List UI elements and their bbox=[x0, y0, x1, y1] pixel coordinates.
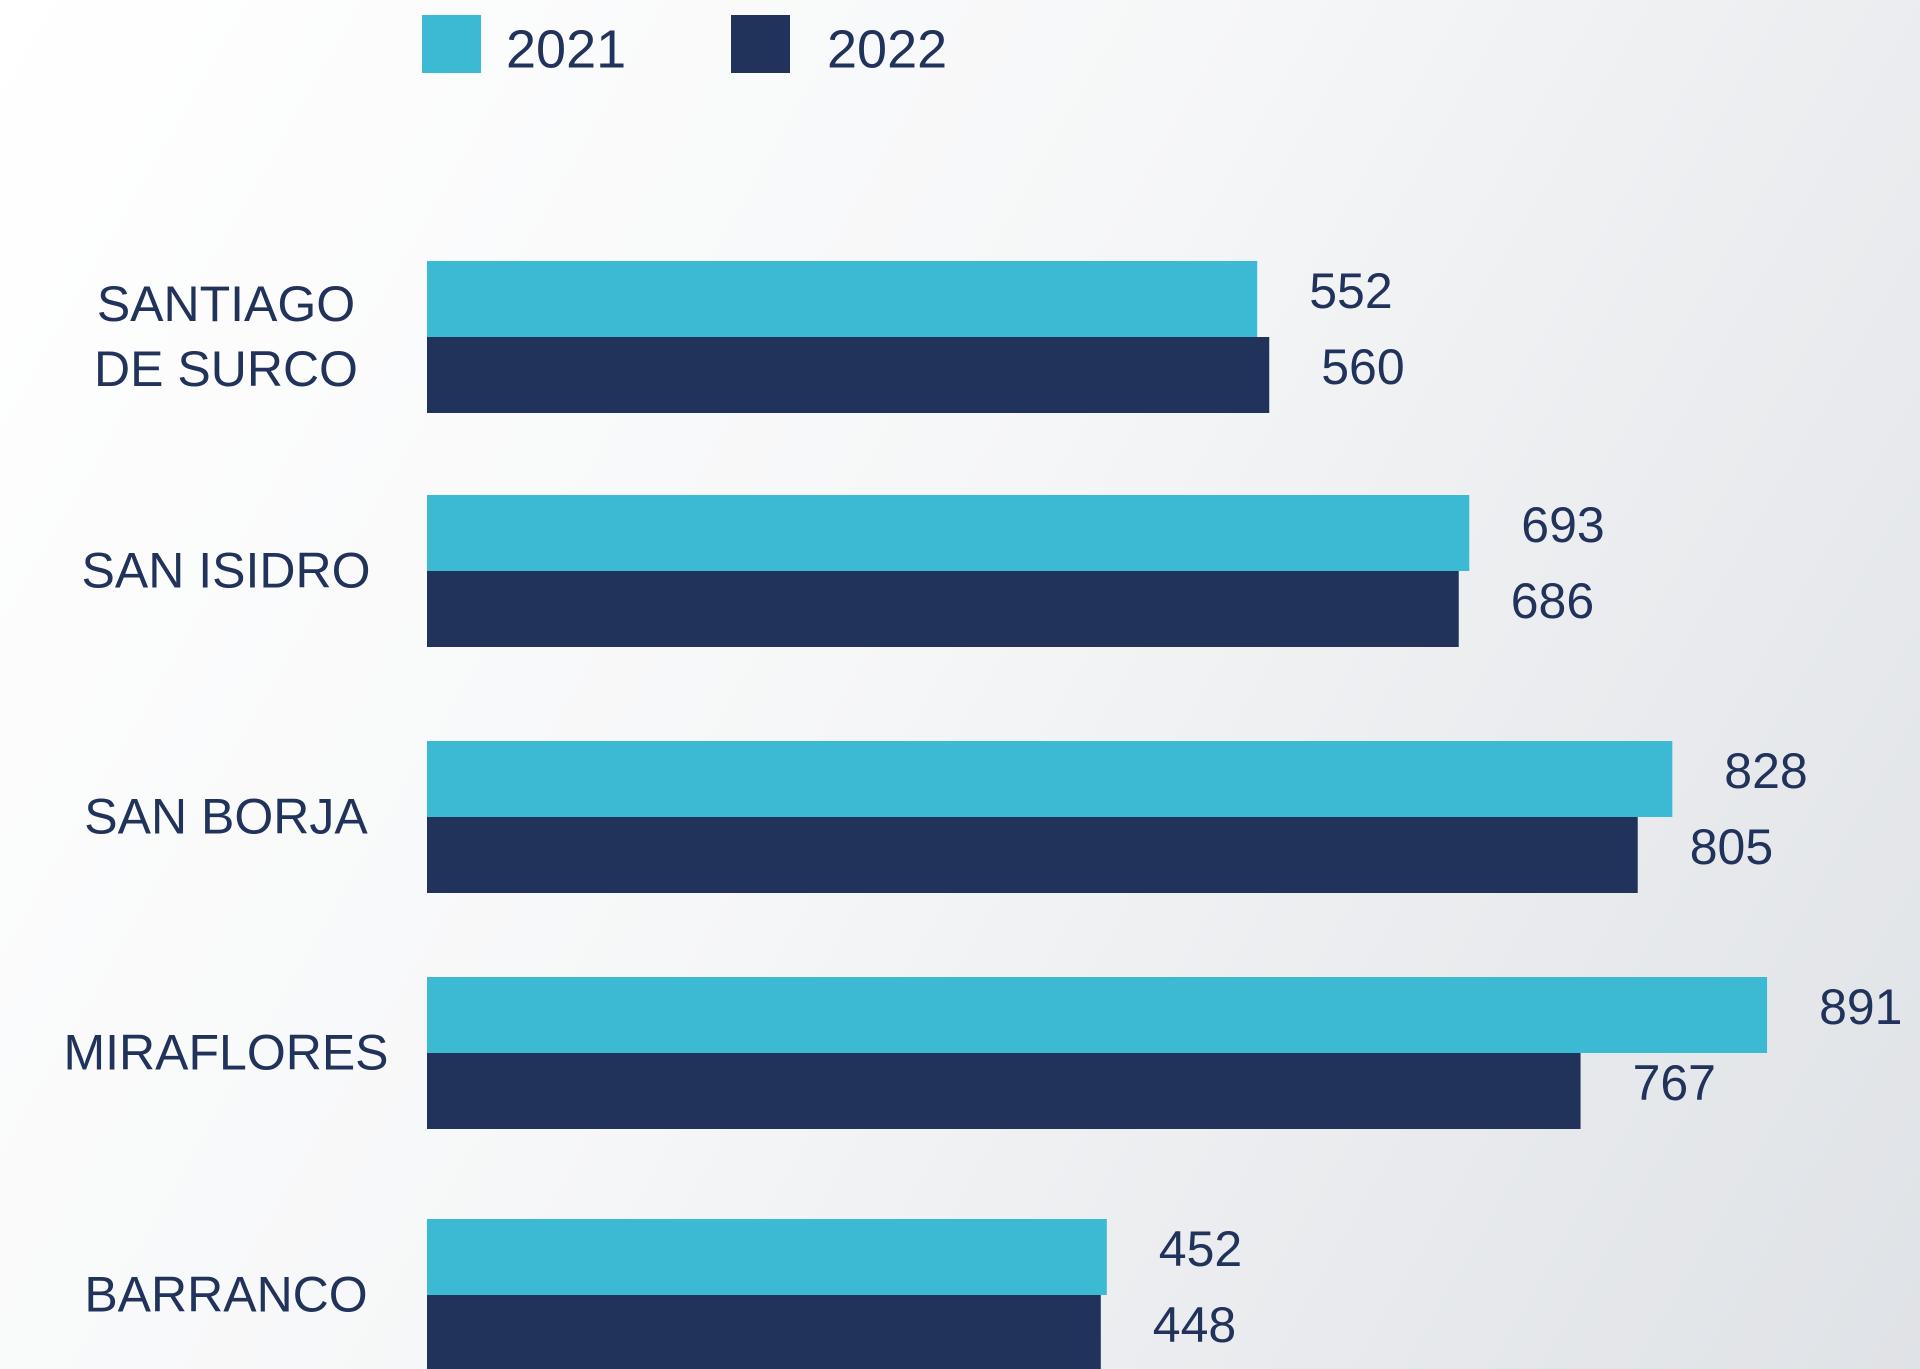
legend-swatch bbox=[422, 15, 481, 73]
category-label: BARRANCO bbox=[61, 1263, 391, 1328]
value-label: 452 bbox=[1159, 1221, 1242, 1277]
bar bbox=[427, 495, 1469, 571]
page: 20212022552560693686828805891767452448 (… bbox=[0, 0, 1920, 1369]
value-label: 686 bbox=[1511, 573, 1594, 629]
legend-label: 2022 bbox=[827, 19, 947, 79]
value-label: 828 bbox=[1724, 743, 1807, 799]
value-label: 560 bbox=[1321, 339, 1404, 395]
bar bbox=[427, 261, 1257, 337]
bar bbox=[427, 337, 1269, 413]
bar bbox=[427, 1219, 1107, 1295]
bar bbox=[427, 1053, 1581, 1129]
bar bbox=[427, 571, 1459, 647]
value-label: 693 bbox=[1521, 497, 1604, 553]
bar bbox=[427, 977, 1767, 1053]
value-label: 891 bbox=[1819, 979, 1902, 1035]
value-label: 552 bbox=[1309, 263, 1392, 319]
bar bbox=[427, 817, 1638, 893]
legend-swatch bbox=[731, 15, 790, 73]
category-label: MIRAFLORES bbox=[61, 1021, 391, 1086]
bar bbox=[427, 1295, 1101, 1369]
chart: 2021 2022 552 560 693 686 828 805 891 767 452 448 bbox=[0, 0, 1920, 1369]
legend-label: 2021 bbox=[506, 19, 626, 79]
bar bbox=[427, 741, 1672, 817]
value-label: 767 bbox=[1633, 1055, 1716, 1111]
category-label: SAN ISIDRO bbox=[61, 539, 391, 604]
value-label: 805 bbox=[1690, 819, 1773, 875]
category-label: SANTIAGO DE SURCO bbox=[61, 272, 391, 402]
value-label: 448 bbox=[1153, 1297, 1236, 1353]
category-label: SAN BORJA bbox=[61, 785, 391, 850]
